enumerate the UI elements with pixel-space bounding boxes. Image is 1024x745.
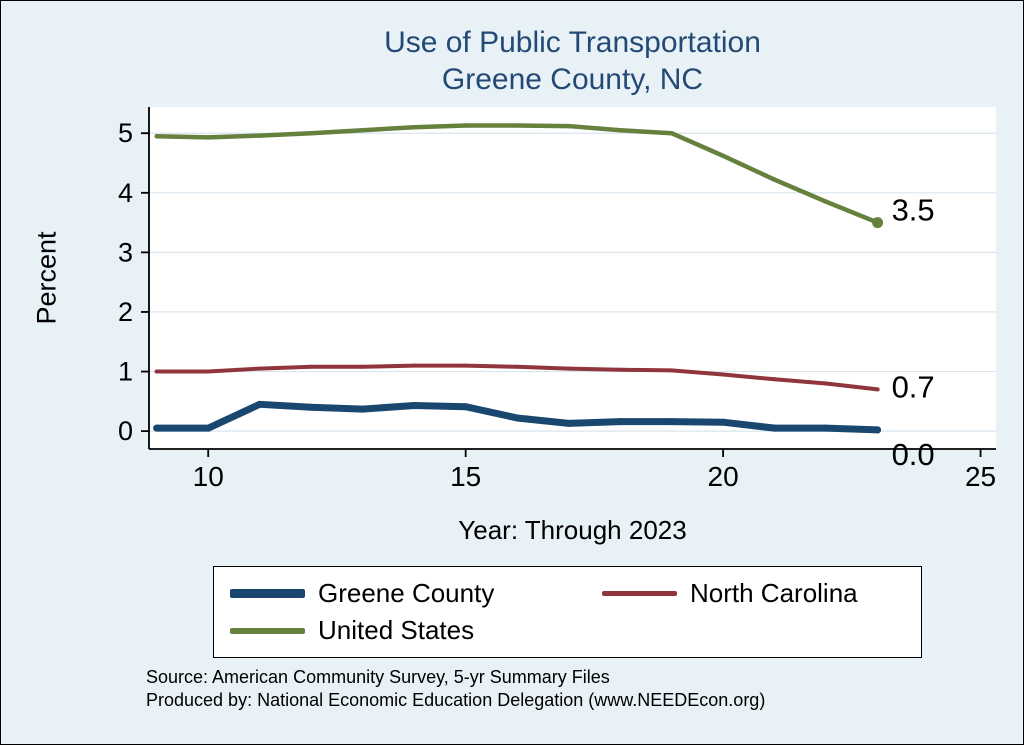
series-point: [721, 372, 726, 377]
plot-background: [149, 107, 996, 449]
series-point: [823, 199, 829, 204]
y-axis-label: Percent: [31, 231, 62, 325]
series-point: [153, 424, 161, 432]
series-point: [772, 377, 777, 382]
x-tick-label: 10: [193, 461, 224, 492]
y-tick-label: 4: [118, 178, 133, 208]
series-point: [411, 125, 417, 130]
series-point: [669, 130, 674, 136]
series-point: [669, 368, 674, 373]
legend: Greene County North Carolina United Stat…: [213, 566, 922, 658]
legend-label-north-carolina: North Carolina: [690, 578, 858, 608]
legend-swatch-united-states: [230, 627, 305, 634]
x-tick-label: 15: [450, 461, 481, 492]
series-point: [359, 405, 367, 413]
series-point: [875, 387, 880, 392]
series-point: [463, 363, 468, 368]
series-point: [308, 130, 314, 136]
end-marker: [872, 217, 884, 229]
legend-swatch-north-carolina: [602, 590, 677, 597]
x-tick-label: 25: [965, 461, 996, 492]
series-point: [719, 418, 727, 426]
chart-title: Use of Public Transportation Greene Coun…: [149, 25, 996, 98]
series-point: [154, 133, 159, 139]
y-tick-label: 2: [118, 297, 133, 327]
footer-notes: Source: American Community Survey, 5-yr …: [146, 666, 765, 713]
end-label-1: 0.7: [892, 369, 935, 404]
legend-item-north-carolina: North Carolina: [602, 578, 921, 609]
series-point: [309, 364, 314, 369]
x-tick-label: 20: [708, 461, 739, 492]
series-point: [412, 363, 417, 368]
end-label-2: 3.5: [892, 193, 935, 228]
y-tick-label: 1: [118, 357, 133, 387]
series-point: [824, 381, 829, 386]
series-point: [257, 133, 262, 138]
series-point: [668, 418, 676, 426]
series-point: [566, 366, 571, 371]
series-point: [206, 369, 211, 374]
series-point: [463, 123, 468, 128]
series-point: [205, 135, 211, 140]
legend-item-greene-county: Greene County: [230, 578, 602, 609]
legend-label-united-states: United States: [318, 615, 475, 645]
legend-label-greene-county: Greene County: [318, 578, 495, 608]
series-point: [720, 153, 726, 159]
series-point: [772, 177, 777, 182]
series-point: [566, 123, 571, 129]
y-tick-label: 5: [118, 118, 133, 148]
source-note: Source: American Community Survey, 5-yr …: [146, 667, 610, 687]
y-tick-label: 0: [118, 416, 133, 446]
series-point: [257, 366, 262, 371]
series-point: [360, 364, 365, 369]
series-point: [565, 419, 573, 427]
series-point: [307, 403, 315, 411]
series-point: [204, 424, 212, 432]
series-point: [515, 364, 520, 369]
series-point: [771, 424, 779, 432]
end-label-0: 0.0: [892, 437, 935, 472]
legend-swatch-greene-county: [230, 589, 305, 598]
x-axis-label: Year: Through 2023: [458, 515, 687, 545]
chart-title-line1: Use of Public Transportation: [384, 26, 761, 59]
series-point: [874, 426, 882, 434]
series-point: [256, 400, 264, 408]
series-point: [618, 367, 623, 372]
series-point: [154, 369, 159, 374]
series-point: [616, 418, 624, 426]
produced-by-note: Produced by: National Economic Education…: [146, 690, 766, 711]
y-tick-label: 3: [118, 237, 133, 267]
series-point: [822, 424, 830, 432]
series-point: [513, 414, 521, 422]
series-point: [462, 403, 470, 411]
series-point: [617, 127, 623, 133]
series-point: [360, 127, 365, 133]
series-point: [514, 123, 520, 128]
legend-item-united-states: United States: [230, 615, 602, 646]
chart-title-line2: Greene County, NC: [441, 62, 704, 96]
series-point: [410, 402, 418, 410]
